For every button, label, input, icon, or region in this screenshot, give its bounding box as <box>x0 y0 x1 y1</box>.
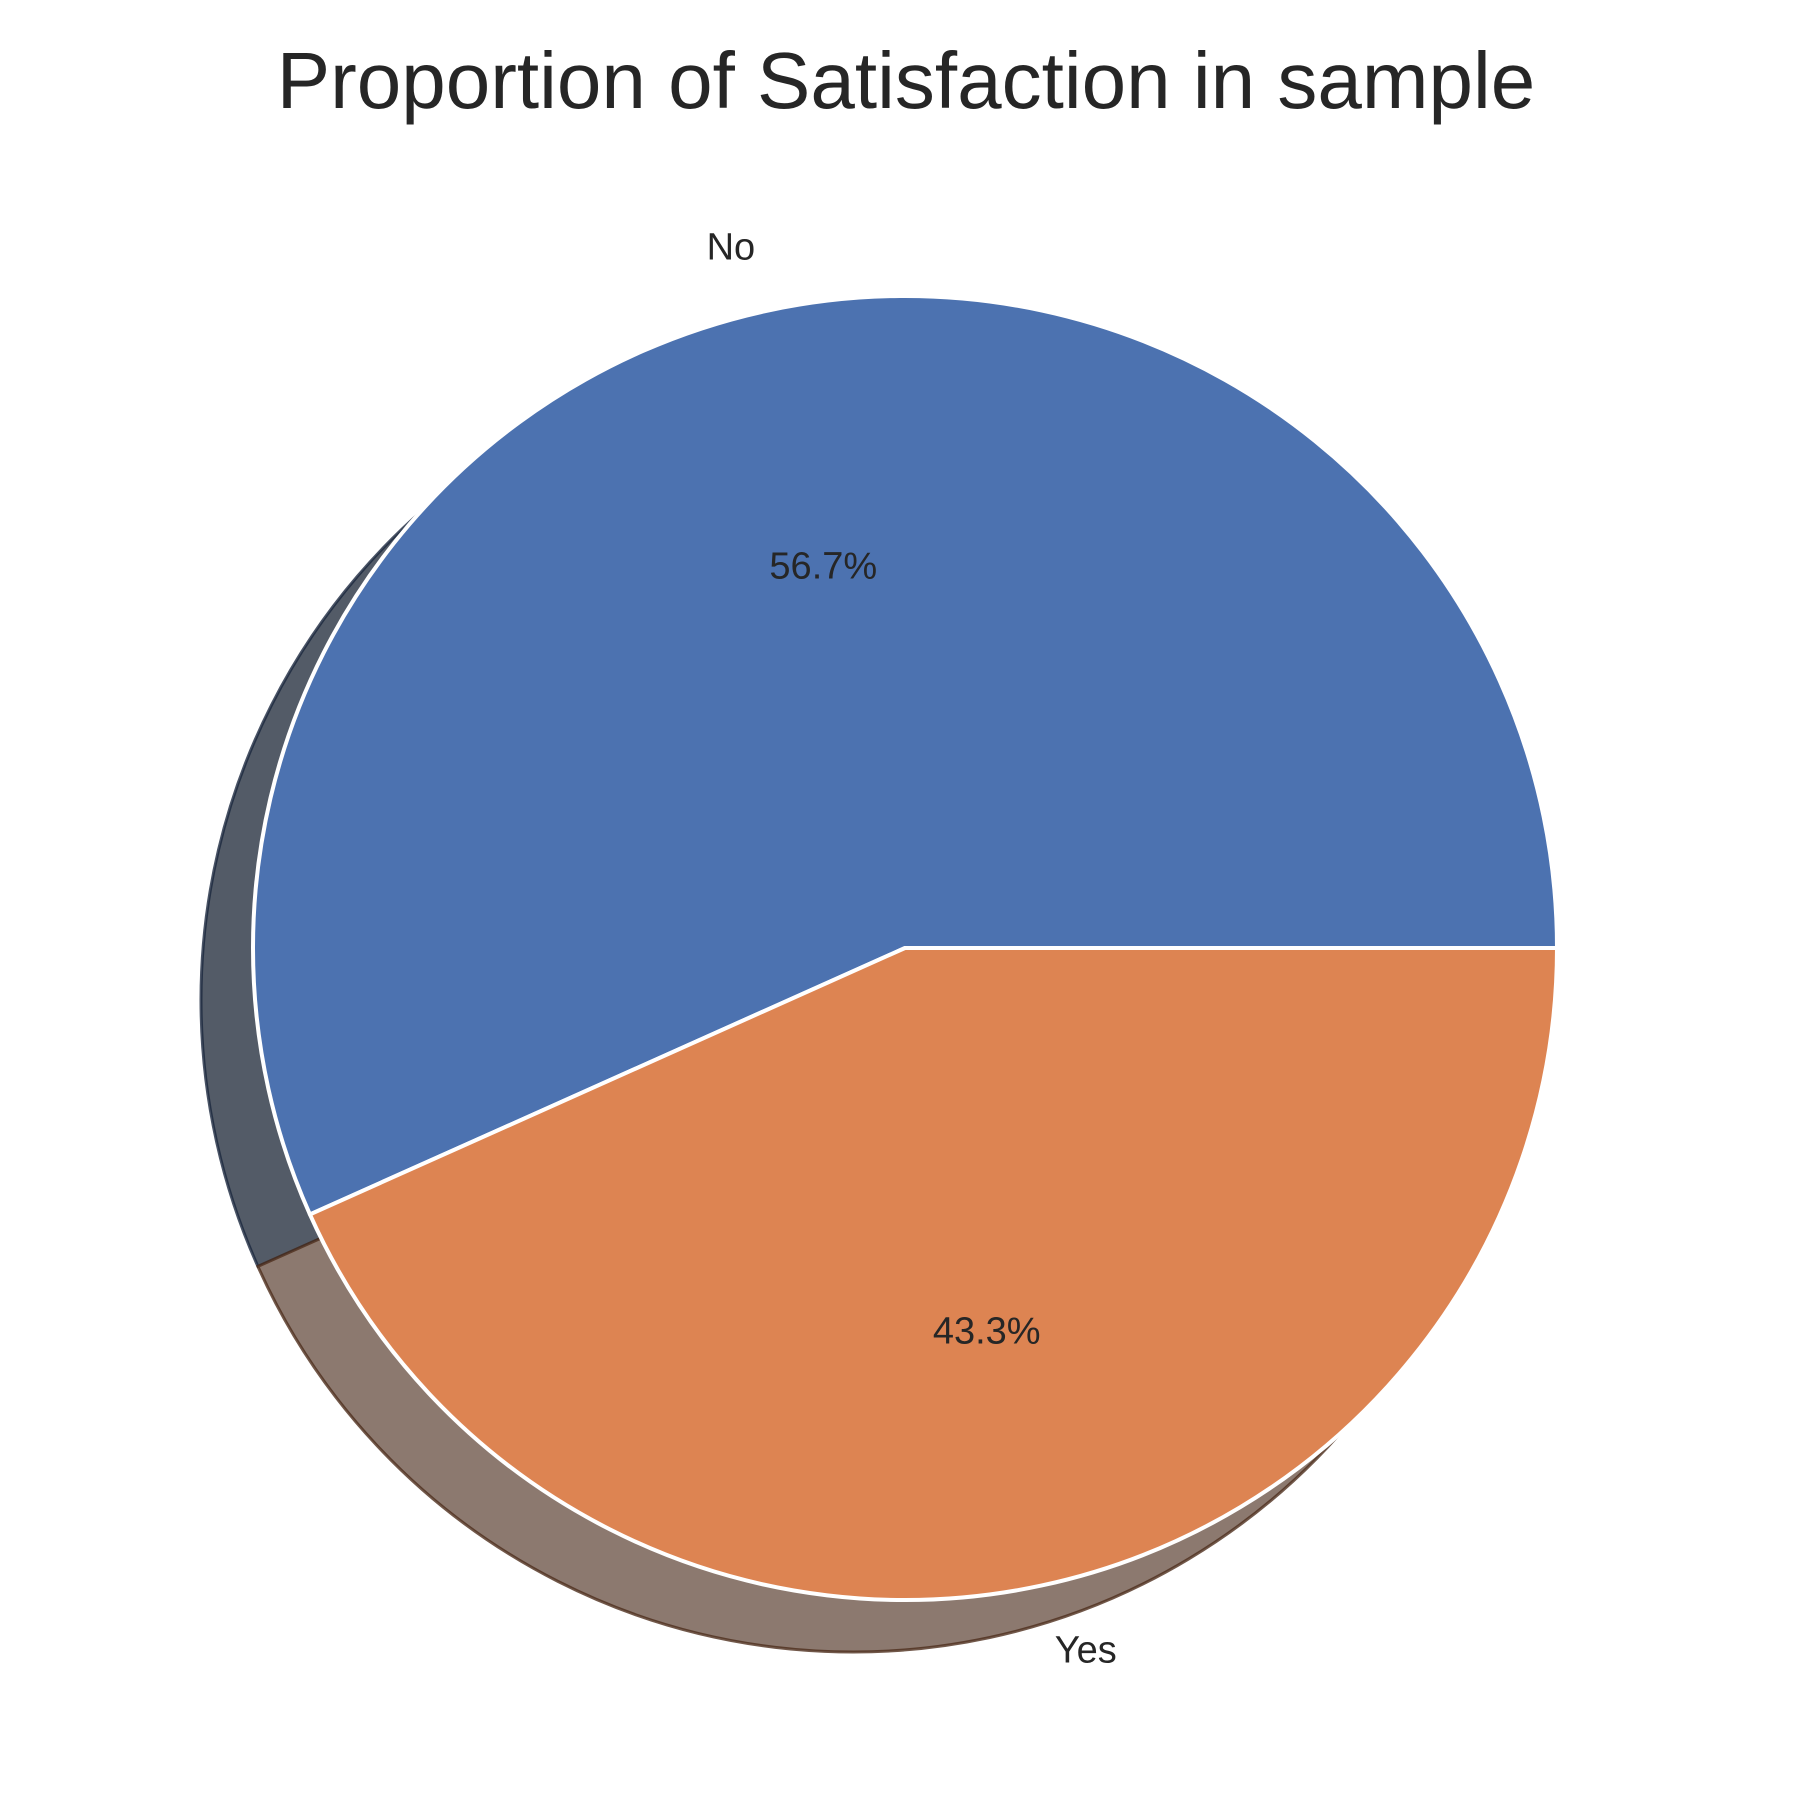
chart-title: Proportion of Satisfaction in sample <box>277 36 1535 125</box>
pie-slice-no <box>251 294 1559 1217</box>
percent-label-yes: 43.3% <box>933 1311 1041 1353</box>
pie-slices <box>251 294 1559 1602</box>
pie-labels: No 56.7% Yes 43.3% <box>707 227 1117 1672</box>
pie-slice-yes <box>307 946 1559 1602</box>
slice-label-yes: Yes <box>1055 1629 1117 1671</box>
percent-label-no: 56.7% <box>769 545 877 587</box>
slice-label-no: No <box>707 227 756 269</box>
